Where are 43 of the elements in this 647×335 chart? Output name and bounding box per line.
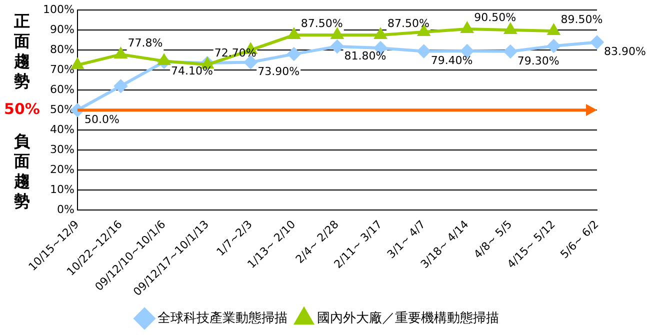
point [288,28,300,40]
legend-label: 全球科技產業動態掃描 [158,310,288,326]
point [417,44,430,58]
y-tick-label: 60% [50,82,74,96]
text: 負面趨勢 [13,131,31,210]
point [461,22,473,34]
data-label: 79.40% [430,54,473,68]
data-label: 74.10% [171,64,213,78]
legend-label: 國內外大廠／重要機構動態掃描 [317,310,499,326]
point [504,44,517,58]
ref-line-label: 50% [4,100,40,118]
y-tick-label: 0% [56,203,74,216]
point [374,28,386,40]
point [244,56,258,69]
point [331,28,344,40]
point [287,48,300,61]
point [158,54,170,66]
point [114,48,127,58]
data-label: 73.90% [258,65,300,78]
point [504,24,516,34]
y-tick-label: 70% [50,62,74,76]
y-tick-label: 40% [50,123,74,136]
data-label: 90.50% [474,10,516,24]
data-label: 87.50% [300,16,343,30]
data-label: 83.90% [604,45,646,58]
point [548,24,560,36]
data-label: 89.50% [560,12,603,26]
y-tick-label: 20% [50,163,74,176]
y-tick-label: 80% [50,42,74,56]
point [114,80,128,93]
data-label: 79.30% [517,54,560,68]
y-tick-label: 30% [50,143,74,156]
data-label: 81.80% [344,49,386,62]
data-label: 77.8% [128,36,163,50]
data-label: 50.0% [84,112,120,126]
y-tick-label: 100% [42,2,74,16]
text: 正面趨勢 [13,11,30,90]
y-tick-label: 10% [50,183,74,196]
y-tick-label: 90% [50,22,74,36]
data-label: 87.50% [388,16,430,30]
point [590,36,604,49]
point [330,40,344,53]
point [547,40,560,53]
